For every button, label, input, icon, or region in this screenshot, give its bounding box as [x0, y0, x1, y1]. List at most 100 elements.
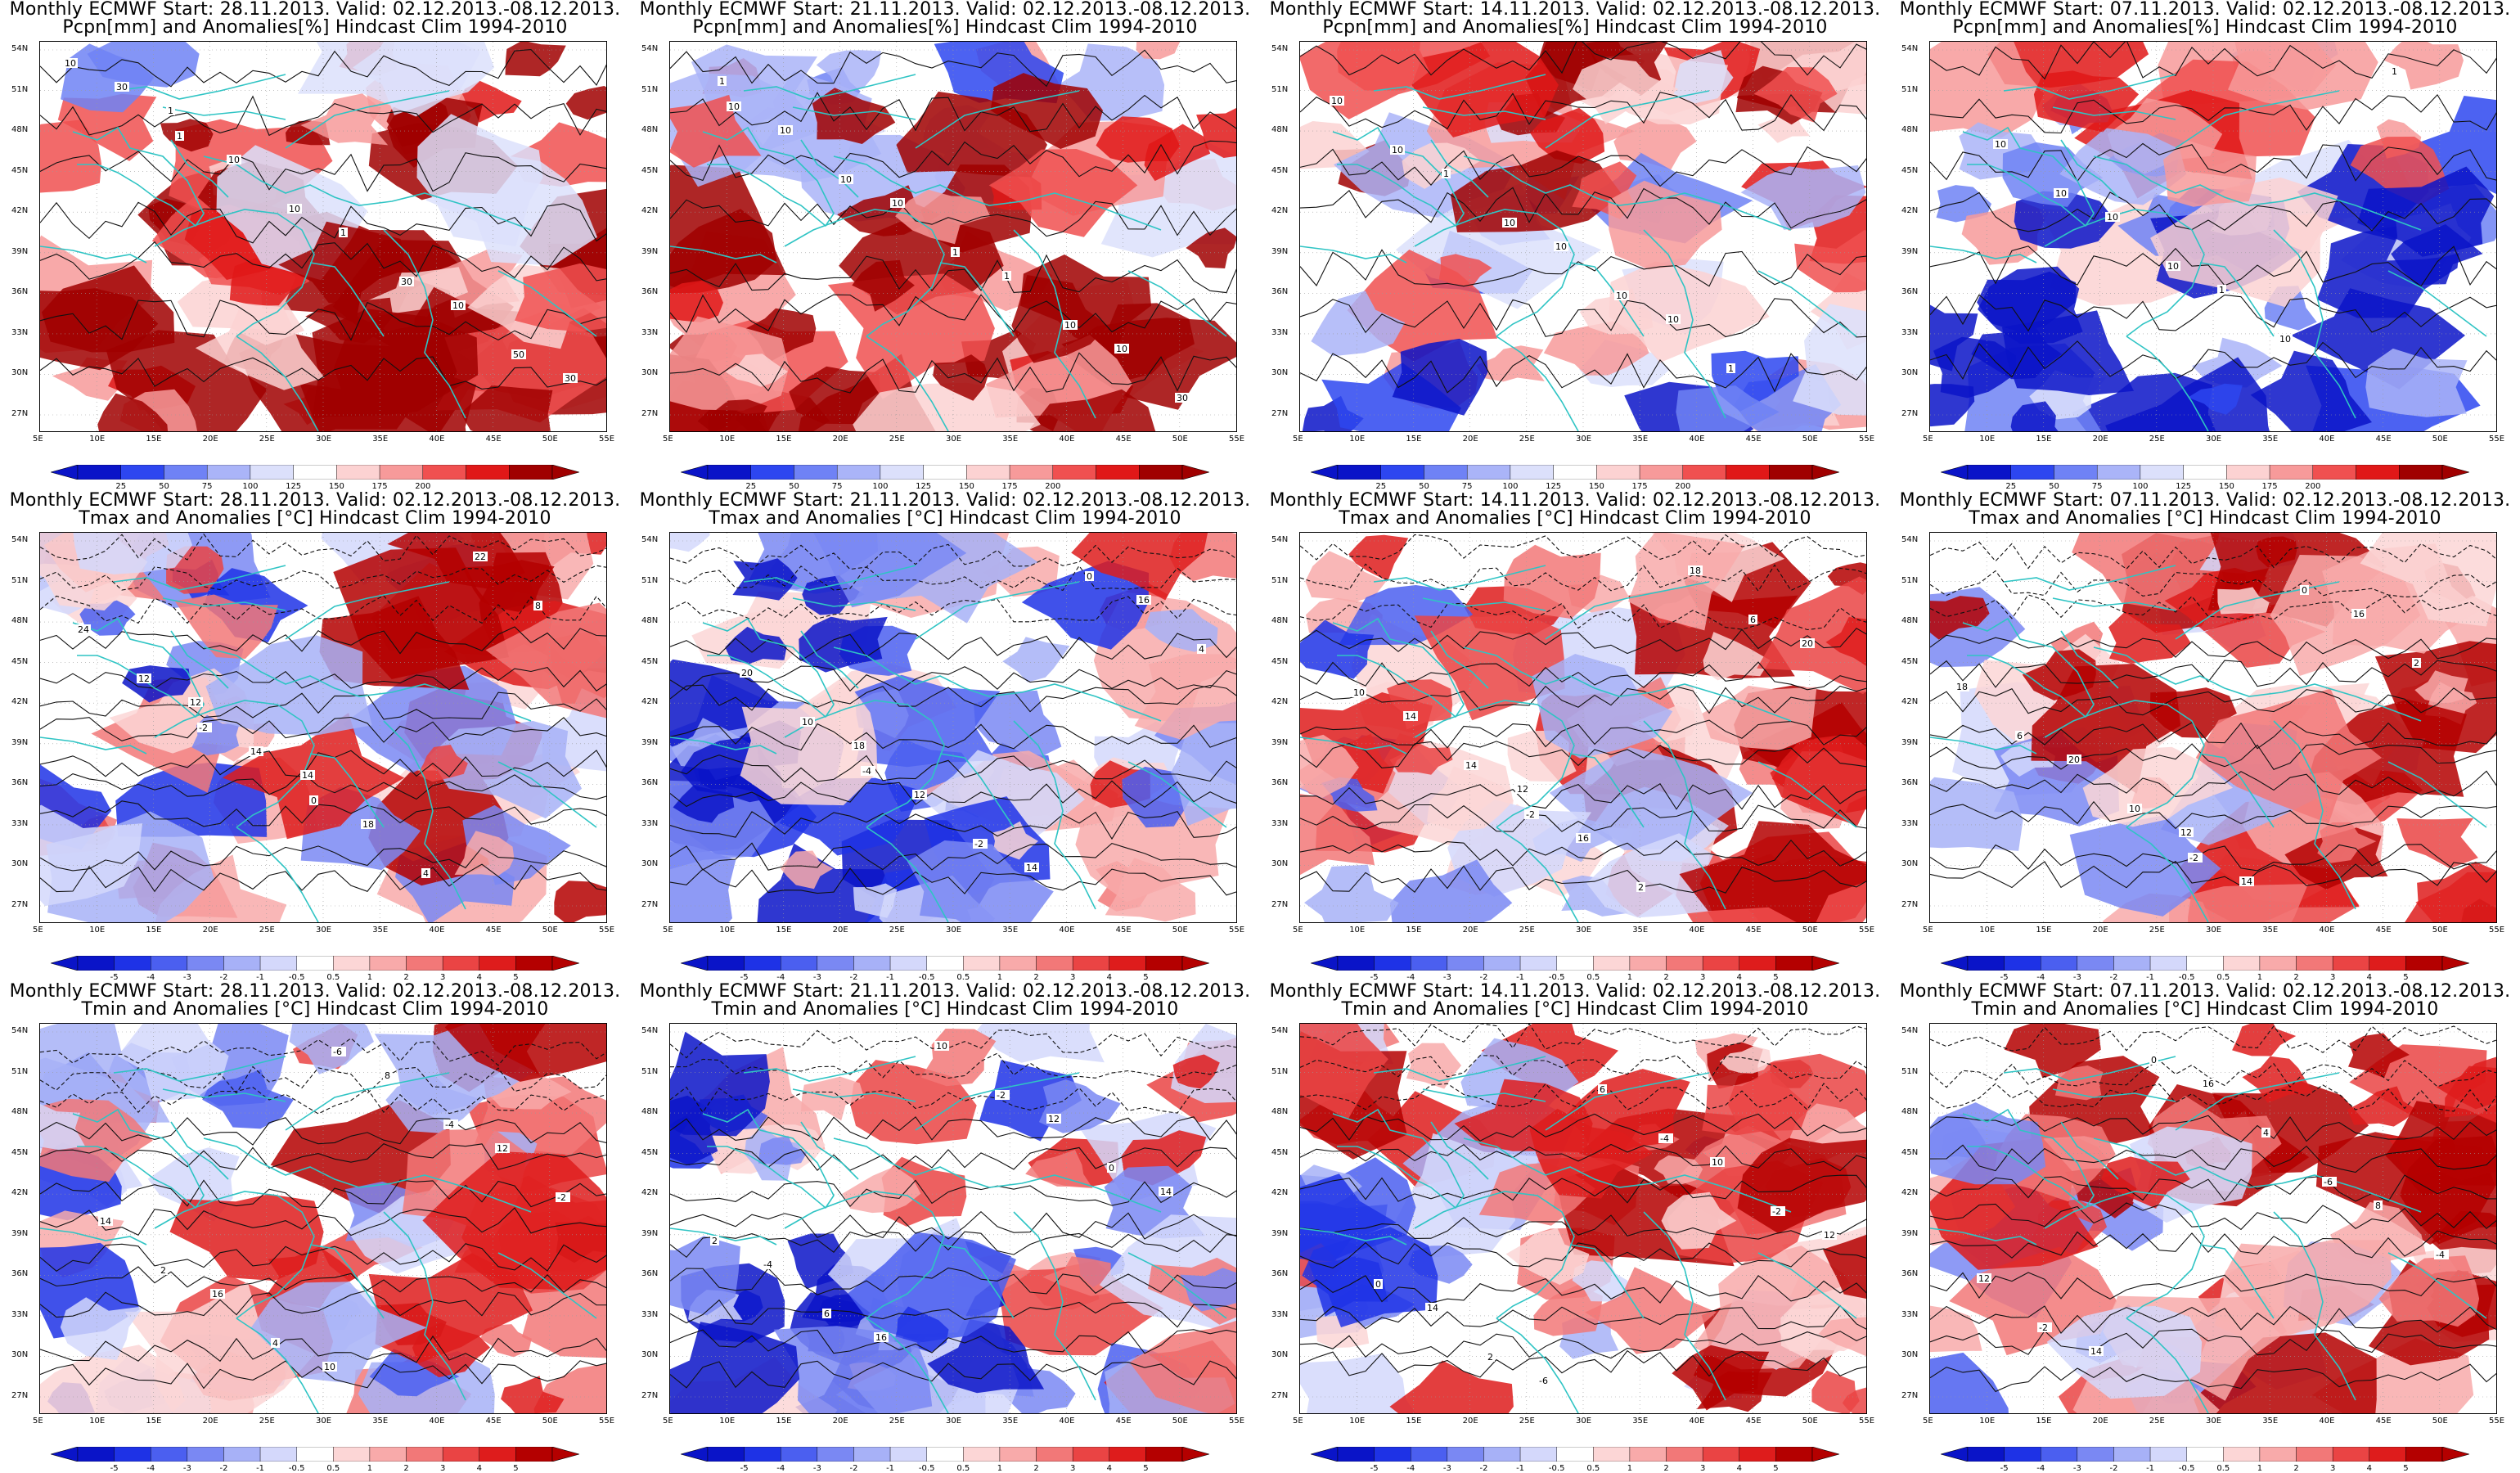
anomaly-patch: [2444, 1065, 2496, 1124]
climatology-contour: [670, 1052, 1236, 1079]
colorbar-label: -4: [146, 973, 155, 982]
colorbar-swatch: [466, 465, 510, 480]
anomaly-map[interactable]: -4 -2 0 2 6 10 12 14 -6: [1299, 1023, 1867, 1414]
colorbar-swatch: [333, 956, 371, 971]
colorbar-swatch: [1072, 1447, 1109, 1462]
anomaly-map[interactable]: -2 0 2 6 10 12 14 -4 16: [669, 1023, 1237, 1414]
coastline: [1569, 753, 1645, 828]
coastline: [792, 106, 916, 120]
lat-tick-label: 33N: [1271, 818, 1289, 828]
anomaly-patch: [1011, 275, 1109, 363]
climatology-contour: [670, 565, 1236, 592]
lon-tick-label: 40E: [429, 435, 445, 444]
contour-value-label: 20: [1802, 638, 1813, 649]
lat-tick-label: 30N: [641, 859, 659, 869]
anomaly-map[interactable]: 10 10 1 10 30 10 10 1 10 1: [669, 41, 1237, 432]
colorbar: [1941, 465, 2469, 480]
colorbar-swatch: [164, 465, 208, 480]
anomaly-patch: [444, 1024, 606, 1082]
climatology-contour: [670, 1179, 1236, 1208]
anomaly-patch: [2082, 746, 2234, 827]
anomaly-map[interactable]: -2 0 2 6 10 14 16 18 20 12: [1929, 532, 2497, 923]
contour-value-label: 1: [952, 247, 958, 258]
lon-tick-label: 30E: [1576, 435, 1592, 444]
colorbar-label: 1: [997, 1464, 1003, 1473]
colorbar-swatch: [1739, 1447, 1776, 1462]
climatology-contour: [670, 780, 1236, 808]
colorbar-swatch: [2312, 465, 2356, 480]
anomaly-map[interactable]: 10 10 10 1 10 10 1: [1929, 41, 2497, 432]
contour-value-label: 10: [728, 101, 740, 112]
anomaly-map[interactable]: -4 -2 0 4 10 12 14 16 20 18: [669, 532, 1237, 923]
climatology-contour: [40, 666, 606, 691]
climatology-contour: [1930, 294, 2496, 333]
lat-tick-label: 48N: [11, 616, 29, 626]
colorbar-swatch: [223, 956, 261, 971]
lat-tick-label: 27N: [1271, 1391, 1289, 1400]
contour-value-label: 2: [2414, 658, 2419, 669]
coastline: [743, 74, 916, 100]
coastline: [1463, 155, 1792, 231]
colorbar-swatch: [1411, 956, 1448, 971]
colorbar-label: -4: [776, 1464, 785, 1473]
climatology-contour: [40, 771, 606, 800]
lon-tick-label: 25E: [2149, 926, 2165, 935]
lat-tick-label: 54N: [11, 1026, 29, 1035]
colorbar-label: -2: [1479, 973, 1488, 982]
anomaly-patch: [2242, 1056, 2314, 1103]
colorbar-swatch: [836, 465, 881, 480]
lon-tick-label: 5E: [663, 926, 673, 935]
lat-tick-label: 54N: [11, 535, 29, 544]
climatology-contour: [1300, 1275, 1866, 1304]
coastline: [670, 246, 777, 264]
colorbar-label: 2: [1663, 973, 1669, 982]
coastline: [1930, 1228, 2037, 1246]
colorbar-swatch: [379, 465, 424, 480]
coastline: [2175, 90, 2340, 149]
coastline: [702, 1108, 835, 1209]
colorbar-label: 175: [1631, 482, 1648, 491]
climatology-contour: [40, 750, 606, 777]
climatology-contour: [1930, 594, 2496, 620]
coastline: [2199, 1244, 2275, 1319]
climatology-contour: [40, 151, 606, 192]
colorbar-swatch: [515, 1447, 553, 1462]
lat-tick-label: 33N: [1271, 1309, 1289, 1319]
colorbar: [51, 465, 579, 480]
climatology-contour: [670, 1029, 1236, 1059]
climatology-contour: [1300, 1055, 1866, 1081]
climatology-contour: [1930, 142, 2496, 182]
anomaly-map[interactable]: 10 10 10 1 10 1 10 10: [1299, 41, 1867, 432]
climatology-contour: [1930, 1328, 2496, 1356]
coastline: [1962, 1108, 2095, 1209]
lon-tick-label: 25E: [2149, 1417, 2165, 1426]
climatology-contour: [670, 684, 1236, 713]
colorbar-swatch: [2259, 956, 2297, 971]
anomaly-map[interactable]: -6 -4 -2 0 4 8 12 14 16: [1929, 1023, 2497, 1414]
coastline: [162, 106, 286, 120]
colorbar-label: 50: [2049, 482, 2059, 491]
anomaly-map[interactable]: -2 2 6 10 14 16 18 20 14 12: [1299, 532, 1867, 923]
anomaly-patch: [417, 745, 468, 782]
coastline: [1332, 126, 1465, 227]
climatology-contour: [670, 1210, 1236, 1240]
anomaly-patch: [1389, 859, 1513, 922]
colorbar-swatch: [2113, 1447, 2151, 1462]
anomaly-map[interactable]: -6 -4 -2 2 4 8 12 14 16 10: [39, 1023, 607, 1414]
map-panel: Monthly ECMWF Start: 07.11.2013. Valid: …: [1890, 982, 2520, 1473]
colorbar-swatch: [2010, 465, 2054, 480]
anomaly-map[interactable]: -2 0 4 8 12 14 18 22 24 12 14: [39, 532, 607, 923]
climatology-contour: [40, 800, 606, 827]
climatology-contour: [1300, 298, 1866, 338]
contour-value-label: 10: [2167, 261, 2179, 272]
coastline: [670, 736, 777, 755]
coastline: [833, 155, 1162, 231]
anomaly-map[interactable]: 10 1 10 30 50 30 10 1 10 30 1: [39, 41, 607, 432]
coastline: [383, 720, 466, 910]
lon-tick-label: 25E: [889, 926, 905, 935]
anomaly-patch: [1930, 777, 2023, 851]
lon-tick-label: 45E: [2375, 1417, 2392, 1426]
colorbar-label: -0.5: [2178, 973, 2195, 982]
contour-value-label: 16: [875, 1332, 887, 1343]
anomaly-patch: [457, 80, 522, 123]
